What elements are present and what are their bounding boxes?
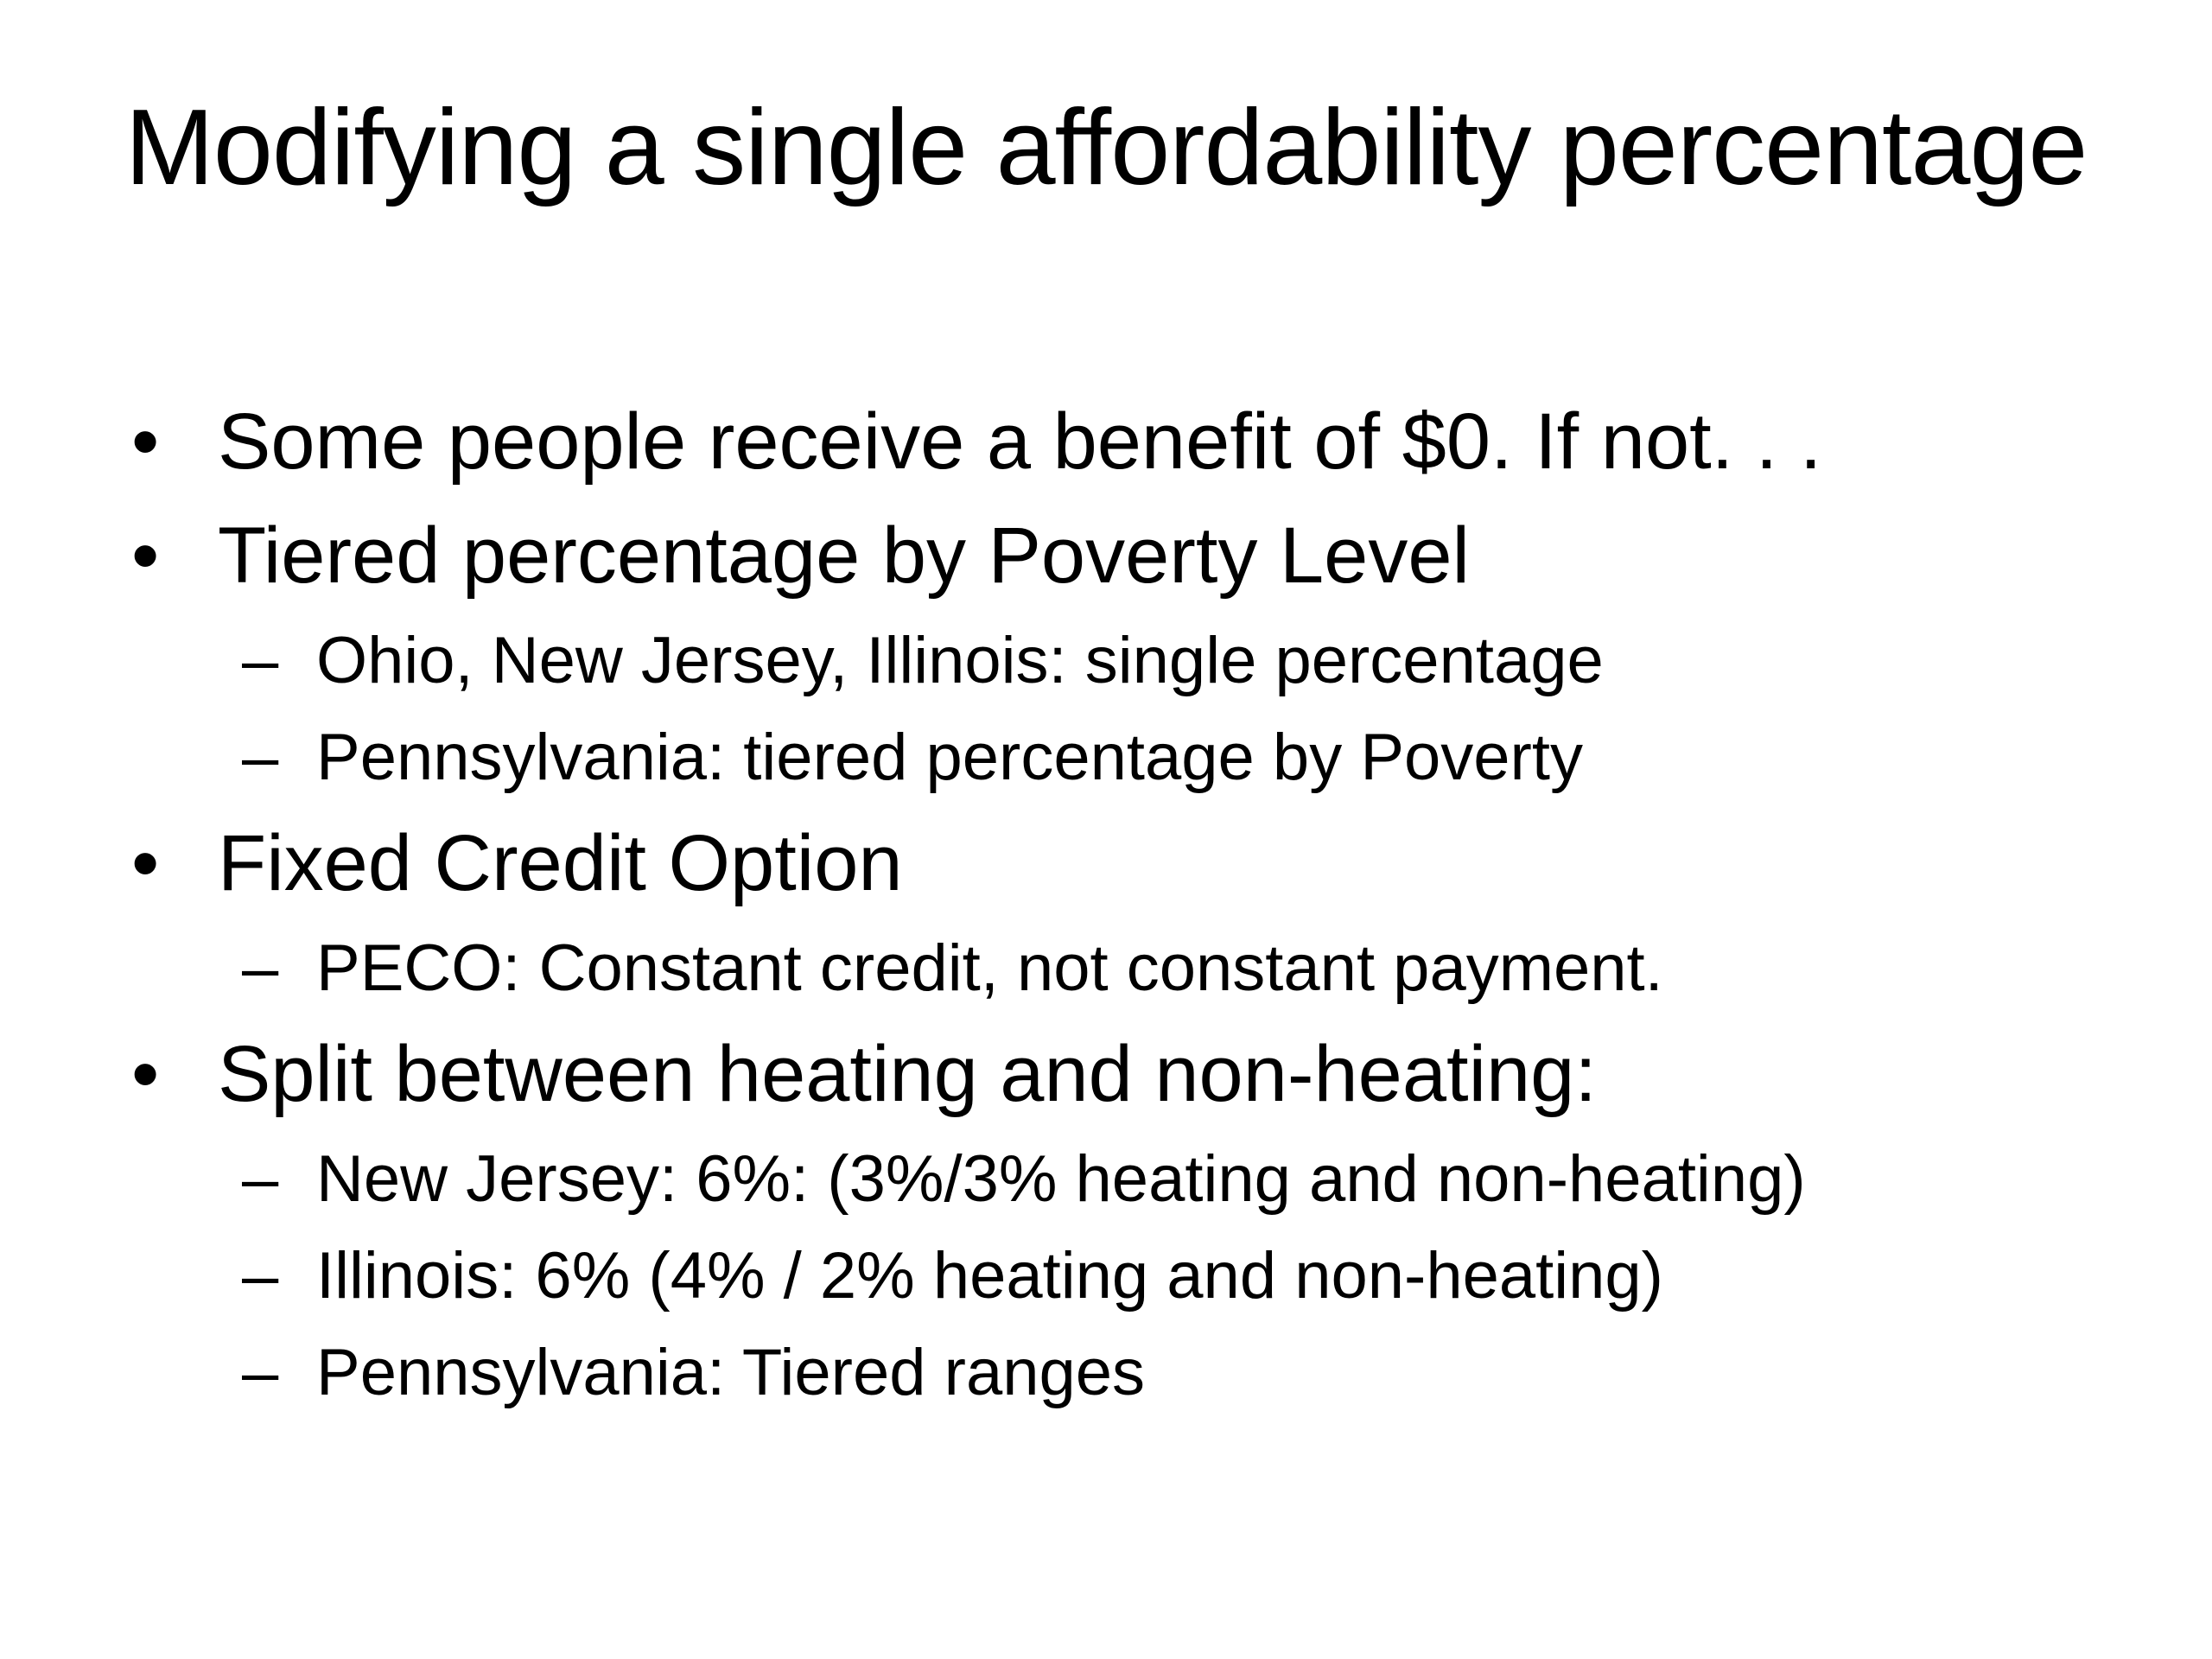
bullet-text: Some people receive a benefit of $0. If … — [218, 397, 1822, 486]
bullet-item: • Fixed Credit Option — [131, 806, 2119, 920]
bullet-marker: • — [131, 512, 160, 600]
sub-bullet-item: – New Jersey: 6%: (3%/3% heating and non… — [131, 1131, 2119, 1228]
sub-bullet-text: New Jersey: 6%: (3%/3% heating and non-h… — [316, 1142, 1806, 1216]
dash-marker: – — [242, 1142, 279, 1216]
dash-marker: – — [242, 1239, 279, 1313]
bullet-list: • Some people receive a benefit of $0. I… — [131, 385, 2119, 1421]
bullet-item: • Tiered percentage by Poverty Level — [131, 499, 2119, 613]
bullet-marker: • — [131, 397, 160, 486]
sub-bullet-item: – Pennsylvania: Tiered ranges — [131, 1325, 2119, 1421]
sub-bullet-text: Pennsylvania: tiered percentage by Pover… — [316, 721, 1583, 794]
bullet-text: Fixed Credit Option — [218, 819, 903, 907]
bullet-item: • Some people receive a benefit of $0. I… — [131, 385, 2119, 499]
bullet-marker: • — [131, 819, 160, 907]
sub-bullet-text: Pennsylvania: Tiered ranges — [316, 1336, 1146, 1409]
dash-marker: – — [242, 931, 279, 1005]
bullet-text: Tiered percentage by Poverty Level — [218, 512, 1470, 600]
sub-bullet-text: Ohio, New Jersey, Illinois: single perce… — [316, 624, 1604, 697]
bullet-text: Split between heating and non-heating: — [218, 1030, 1597, 1118]
bullet-marker: • — [131, 1030, 160, 1118]
dash-marker: – — [242, 624, 279, 697]
sub-bullet-item: – Ohio, New Jersey, Illinois: single per… — [131, 613, 2119, 709]
sub-bullet-text: Illinois: 6% (4% / 2% heating and non-he… — [316, 1239, 1663, 1313]
bullet-item: • Split between heating and non-heating: — [131, 1017, 2119, 1131]
dash-marker: – — [242, 1336, 279, 1409]
sub-bullet-item: – Illinois: 6% (4% / 2% heating and non-… — [131, 1228, 2119, 1325]
sub-bullet-item: – PECO: Constant credit, not constant pa… — [131, 920, 2119, 1017]
sub-bullet-item: – Pennsylvania: tiered percentage by Pov… — [131, 709, 2119, 806]
slide-title: Modifying a single affordability percent… — [124, 88, 2088, 207]
dash-marker: – — [242, 721, 279, 794]
sub-bullet-text: PECO: Constant credit, not constant paym… — [316, 931, 1663, 1005]
